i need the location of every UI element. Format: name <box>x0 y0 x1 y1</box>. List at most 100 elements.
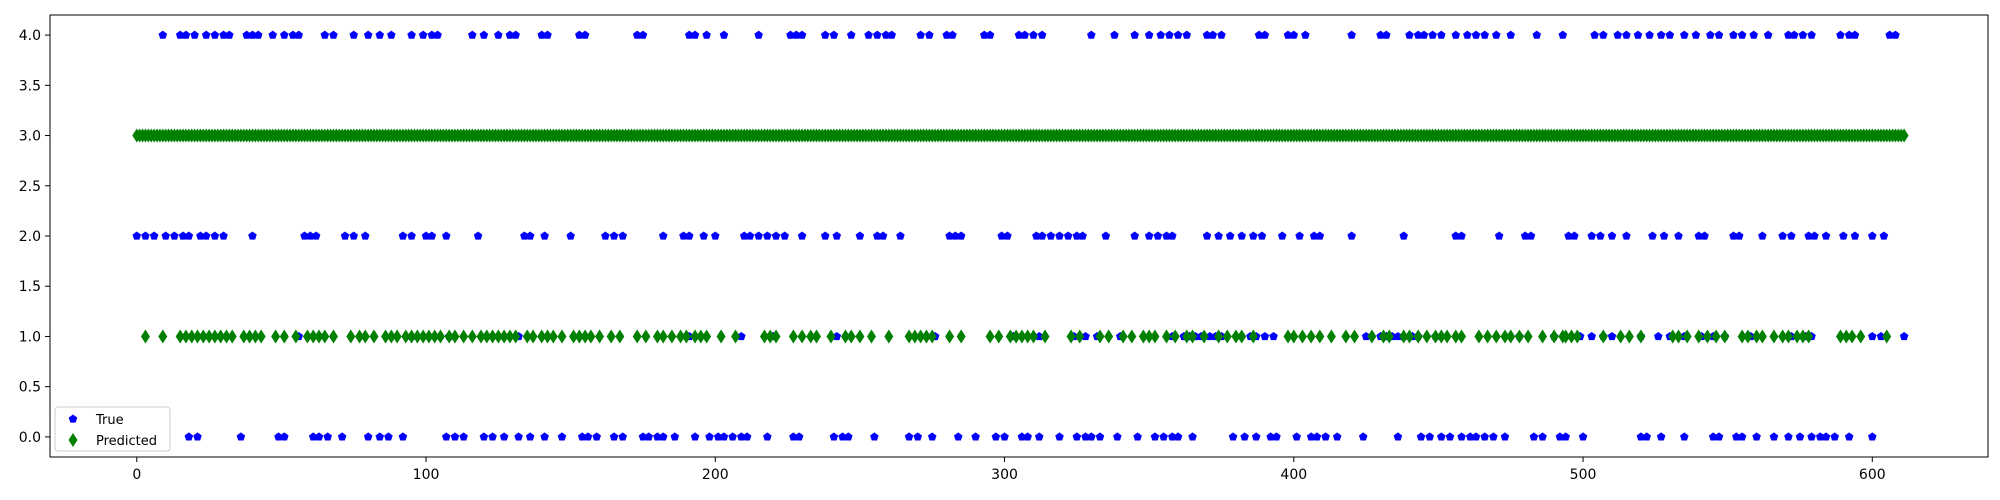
point-true <box>1653 331 1663 341</box>
point-predicted <box>1326 329 1336 344</box>
point-true <box>1269 331 1278 341</box>
point-predicted <box>574 329 584 344</box>
point-predicted <box>1289 329 1299 344</box>
point-predicted <box>652 329 662 344</box>
point-true <box>248 231 257 240</box>
point-predicted <box>158 329 168 344</box>
point-true <box>1055 231 1064 240</box>
point-true <box>1037 231 1047 240</box>
point-true <box>1763 30 1773 39</box>
point-true <box>638 432 648 441</box>
point-true <box>1555 432 1565 441</box>
point-predicted <box>1005 329 1015 344</box>
point-true <box>201 231 211 240</box>
point-true <box>925 30 934 39</box>
point-predicted <box>904 329 914 344</box>
point-true <box>690 30 700 39</box>
point-predicted <box>430 329 440 344</box>
point-true <box>609 231 619 240</box>
point-true <box>1784 30 1793 39</box>
point-predicted <box>250 329 260 344</box>
point-predicted <box>328 329 338 344</box>
point-true <box>1532 30 1542 39</box>
point-predicted <box>488 329 498 344</box>
legend: True Predicted <box>54 406 171 452</box>
point-true <box>1382 30 1391 39</box>
point-true <box>1182 30 1192 39</box>
point-true <box>349 231 358 240</box>
point-predicted <box>369 329 379 344</box>
point-true <box>398 231 408 240</box>
point-true <box>1622 231 1631 240</box>
point-true <box>1240 432 1249 441</box>
point-true <box>1613 30 1623 39</box>
point-true <box>184 432 194 441</box>
point-true <box>1419 30 1429 39</box>
point-predicted <box>1636 329 1646 344</box>
point-predicted <box>401 329 411 344</box>
point-true <box>1680 30 1689 39</box>
point-predicted <box>346 329 356 344</box>
point-predicted <box>1283 329 1293 344</box>
point-predicted <box>227 329 237 344</box>
point-predicted <box>1023 329 1033 344</box>
point-true <box>1087 30 1096 39</box>
point-true <box>1095 432 1105 441</box>
point-true <box>1133 432 1142 441</box>
point-true <box>679 231 688 240</box>
point-true <box>300 231 309 240</box>
point-true <box>219 30 228 39</box>
point-true <box>1607 231 1617 240</box>
point-true <box>684 231 694 240</box>
point-predicted <box>1778 329 1788 344</box>
point-true <box>473 231 483 240</box>
point-true <box>1868 331 1877 341</box>
point-true <box>1645 30 1654 39</box>
point-predicted <box>1668 329 1678 344</box>
point-predicted <box>1378 329 1388 344</box>
point-true <box>1321 432 1330 441</box>
point-true <box>537 30 547 39</box>
point-true <box>980 30 989 39</box>
point-true <box>427 30 437 39</box>
point-true <box>896 231 905 240</box>
point-predicted <box>956 329 966 344</box>
point-true <box>407 30 416 39</box>
point-true <box>1737 30 1747 39</box>
point-predicted <box>586 329 596 344</box>
x-tick-label: 400 <box>1280 467 1307 483</box>
point-true <box>794 432 804 441</box>
point-true <box>1457 432 1466 441</box>
point-true <box>1732 432 1741 441</box>
point-true <box>1868 432 1877 441</box>
point-true <box>609 432 619 441</box>
point-true <box>398 432 408 441</box>
point-true <box>1153 231 1163 240</box>
point-true <box>1494 231 1504 240</box>
point-predicted <box>1104 329 1114 344</box>
point-true <box>948 30 957 39</box>
point-true <box>820 231 830 240</box>
point-true <box>771 231 781 240</box>
point-true <box>236 432 246 441</box>
point-predicted <box>716 329 726 344</box>
point-true <box>872 30 882 39</box>
point-true <box>1251 432 1261 441</box>
point-true <box>1578 432 1588 441</box>
point-predicted <box>1694 329 1704 344</box>
point-true <box>632 30 642 39</box>
y-tick-label: 1.0 <box>19 329 41 345</box>
point-true <box>210 30 220 39</box>
point-true <box>1656 30 1666 39</box>
point-true <box>945 231 954 240</box>
point-predicted <box>140 329 150 344</box>
point-true <box>1656 432 1666 441</box>
point-predicted <box>204 329 214 344</box>
x-tick-label: 0 <box>132 467 141 483</box>
point-true <box>1558 30 1568 39</box>
point-true <box>248 30 257 39</box>
point-predicted <box>759 329 769 344</box>
point-true <box>525 432 535 441</box>
point-true <box>158 30 168 39</box>
legend-marker-true <box>68 414 78 423</box>
